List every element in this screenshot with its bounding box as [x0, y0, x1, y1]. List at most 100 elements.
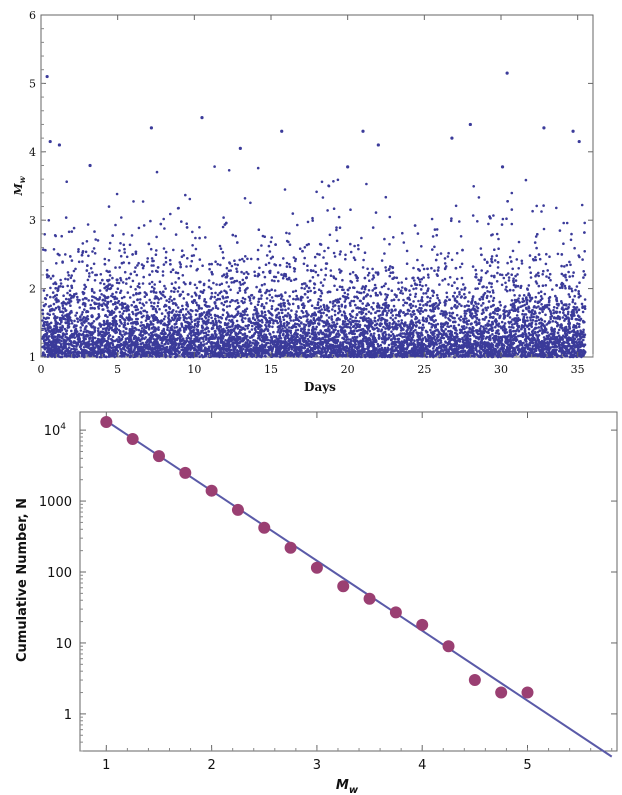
event-point — [337, 304, 341, 308]
event-point — [70, 322, 74, 325]
event-point — [198, 226, 201, 229]
event-point — [421, 323, 425, 327]
event-point — [276, 330, 280, 334]
event-point — [123, 321, 126, 325]
event-point — [300, 309, 304, 313]
event-point — [567, 310, 570, 314]
event-point — [268, 289, 271, 293]
event-point — [351, 271, 355, 274]
event-point — [454, 204, 458, 208]
event-point — [422, 304, 425, 307]
event-point — [391, 277, 394, 281]
event-point — [49, 286, 52, 290]
event-point — [306, 296, 310, 299]
event-point — [492, 291, 495, 294]
event-point — [302, 282, 306, 285]
event-point — [306, 269, 309, 272]
event-point — [87, 299, 90, 302]
event-point — [136, 264, 139, 267]
event-point — [570, 289, 574, 293]
event-point — [81, 310, 84, 314]
event-point — [302, 262, 306, 266]
event-point — [146, 257, 149, 260]
event-point — [444, 316, 447, 319]
event-point — [388, 242, 391, 246]
event-point — [383, 252, 386, 255]
event-point — [412, 266, 415, 270]
event-point — [218, 244, 222, 248]
event-point — [98, 322, 101, 325]
event-point — [78, 306, 81, 309]
event-point — [45, 293, 49, 297]
event-point — [320, 268, 323, 272]
event-point — [184, 193, 187, 197]
event-point — [162, 217, 165, 221]
event-point — [577, 325, 581, 329]
event-point — [120, 307, 124, 310]
event-point — [180, 255, 184, 258]
event-point — [428, 304, 432, 308]
event-point — [495, 232, 499, 236]
event-point — [178, 261, 182, 264]
event-point — [76, 295, 79, 299]
event-point — [125, 277, 128, 281]
event-point — [128, 243, 132, 247]
event-point — [356, 279, 359, 282]
event-point — [258, 330, 262, 334]
event-point — [55, 262, 58, 265]
event-point — [90, 299, 94, 302]
event-point — [229, 288, 232, 292]
event-point — [355, 319, 359, 323]
event-point — [202, 311, 206, 314]
event-point — [471, 265, 475, 268]
event-point — [424, 302, 428, 306]
event-point — [497, 247, 500, 250]
event-point — [290, 309, 293, 312]
event-point — [261, 270, 265, 274]
event-point — [537, 318, 541, 322]
event-point — [96, 239, 100, 242]
event-point — [140, 306, 143, 310]
event-point — [119, 279, 123, 282]
event-point — [251, 324, 254, 328]
event-point — [202, 331, 206, 335]
event-point — [505, 285, 508, 289]
event-point — [181, 304, 184, 308]
event-point — [70, 274, 73, 277]
event-point — [460, 262, 464, 266]
event-point — [333, 313, 337, 317]
event-point — [388, 215, 392, 219]
event-point — [130, 234, 134, 237]
event-point — [83, 283, 86, 287]
event-point — [520, 259, 524, 263]
event-point — [253, 270, 256, 274]
event-point — [162, 317, 166, 321]
event-point — [524, 178, 528, 182]
event-point — [80, 313, 84, 316]
event-point — [424, 292, 428, 295]
event-point — [174, 281, 177, 284]
event-point — [529, 318, 532, 322]
event-point — [529, 271, 532, 275]
event-point — [218, 297, 222, 301]
event-point — [510, 191, 514, 195]
event-point — [279, 297, 283, 300]
event-point — [111, 335, 115, 339]
event-point — [189, 264, 192, 268]
event-point — [445, 291, 449, 295]
event-point — [530, 325, 533, 329]
event-point — [102, 302, 105, 305]
event-point — [163, 315, 167, 318]
event-point — [316, 252, 319, 256]
event-point — [270, 279, 274, 282]
event-point — [316, 273, 320, 277]
event-point — [285, 261, 289, 265]
event-point — [282, 257, 285, 260]
event-point — [92, 247, 96, 250]
event-point — [343, 291, 347, 295]
event-point — [451, 311, 455, 315]
event-point — [200, 317, 204, 321]
event-point — [62, 294, 65, 298]
event-point — [386, 311, 389, 315]
event-point — [490, 255, 494, 258]
